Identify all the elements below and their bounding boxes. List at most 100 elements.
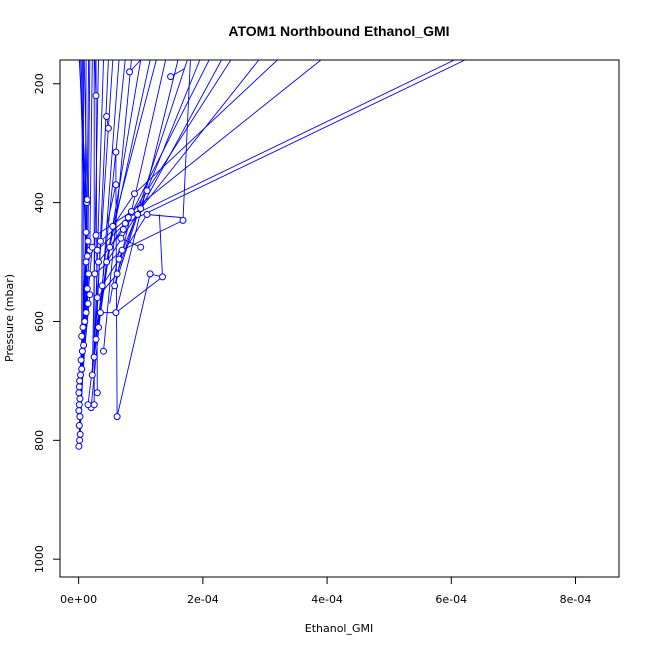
y-tick-label: 600: [33, 311, 46, 332]
data-point: [75, 401, 83, 409]
data-point: [75, 422, 83, 429]
data-point: [92, 231, 100, 239]
series-segment: [89, 60, 93, 251]
data-point: [121, 219, 129, 227]
data-point: [118, 246, 126, 254]
data-point: [82, 228, 90, 236]
data-point: [92, 92, 100, 100]
data-point: [90, 401, 98, 409]
data-point: [111, 282, 119, 290]
data-point: [115, 255, 123, 263]
series-segment: [120, 237, 141, 248]
series-segment: [82, 60, 85, 328]
series-segment: [115, 276, 163, 313]
data-point: [75, 407, 83, 415]
x-axis: 0e+00 2e-04 4e-04 6e-04 8e-04: [60, 576, 592, 606]
data-point: [77, 356, 85, 364]
data-point: [179, 216, 187, 224]
data-point: [146, 270, 154, 278]
data-point: [92, 335, 100, 343]
series-segment: [91, 60, 99, 376]
x-tick-label: 8e-04: [560, 593, 592, 606]
chart-title: ATOM1 Northbound Ethanol_GMI: [228, 23, 449, 39]
data-point: [95, 258, 102, 266]
x-tick-label: 2e-04: [187, 593, 219, 606]
series-segment: [78, 60, 88, 203]
data-point: [77, 371, 84, 379]
data-point: [76, 413, 84, 421]
series-segment: [128, 60, 455, 218]
data-point: [78, 365, 86, 373]
data-point: [143, 187, 151, 195]
data-point: [75, 383, 83, 391]
series-points: [75, 68, 187, 450]
series-segment: [103, 60, 132, 352]
data-point: [75, 389, 83, 397]
data-point: [78, 347, 86, 355]
data-point: [86, 291, 94, 299]
data-point: [134, 211, 142, 218]
data-point: [88, 243, 96, 251]
data-point: [124, 214, 132, 221]
x-tick-label: 6e-04: [435, 593, 467, 606]
series-segment: [116, 60, 188, 275]
series-segment: [137, 60, 222, 215]
data-point: [159, 273, 166, 281]
y-tick-label: 1000: [33, 545, 46, 573]
data-point: [78, 332, 86, 340]
series-segment: [94, 60, 97, 96]
data-point: [95, 323, 102, 331]
data-point: [112, 309, 120, 317]
data-point: [82, 309, 90, 317]
series-lines: [78, 60, 466, 447]
series-segment: [95, 60, 109, 340]
data-point: [96, 237, 104, 245]
x-tick-label: 4e-04: [311, 593, 343, 606]
data-point: [93, 294, 101, 302]
data-point: [84, 401, 92, 409]
data-point: [126, 68, 134, 76]
data-point: [167, 73, 175, 81]
y-tick-label: 400: [33, 192, 46, 213]
data-point: [104, 124, 112, 132]
series-segment: [116, 273, 151, 417]
y-axis: 200 400 600 800 1000: [33, 73, 61, 573]
data-point: [119, 225, 127, 233]
data-point: [76, 395, 84, 403]
data-point: [81, 318, 89, 325]
series-segment: [87, 60, 91, 242]
x-tick-label: 0e+00: [60, 593, 97, 606]
series-segment: [182, 60, 191, 221]
data-point: [76, 436, 84, 444]
series-segment: [84, 60, 87, 322]
data-point: [84, 300, 92, 308]
y-axis-label: Pressure (mbar): [3, 274, 16, 362]
series-segment: [122, 60, 210, 230]
series-segment: [140, 60, 260, 209]
series-segment: [93, 60, 104, 358]
series-segment: [106, 208, 142, 263]
series-segment: [101, 60, 126, 286]
data-point: [112, 181, 120, 189]
data-point: [90, 353, 98, 361]
data-point: [137, 205, 145, 213]
y-tick-label: 800: [33, 430, 46, 451]
data-point: [83, 196, 91, 204]
data-point: [98, 282, 106, 290]
series-segment: [146, 60, 232, 191]
data-point: [80, 341, 88, 349]
data-point: [127, 208, 135, 215]
data-point: [100, 347, 107, 355]
data-point: [117, 234, 125, 242]
series-segment: [99, 60, 120, 313]
x-axis-label: Ethanol_GMI: [305, 622, 374, 635]
data-point: [112, 148, 120, 156]
series-segment: [80, 60, 88, 289]
data-point: [84, 237, 92, 245]
data-point: [143, 211, 151, 218]
data-point: [103, 113, 111, 120]
data-point: [131, 190, 138, 198]
data-point: [83, 285, 91, 293]
data-point: [85, 270, 93, 278]
series-segment: [83, 60, 88, 200]
